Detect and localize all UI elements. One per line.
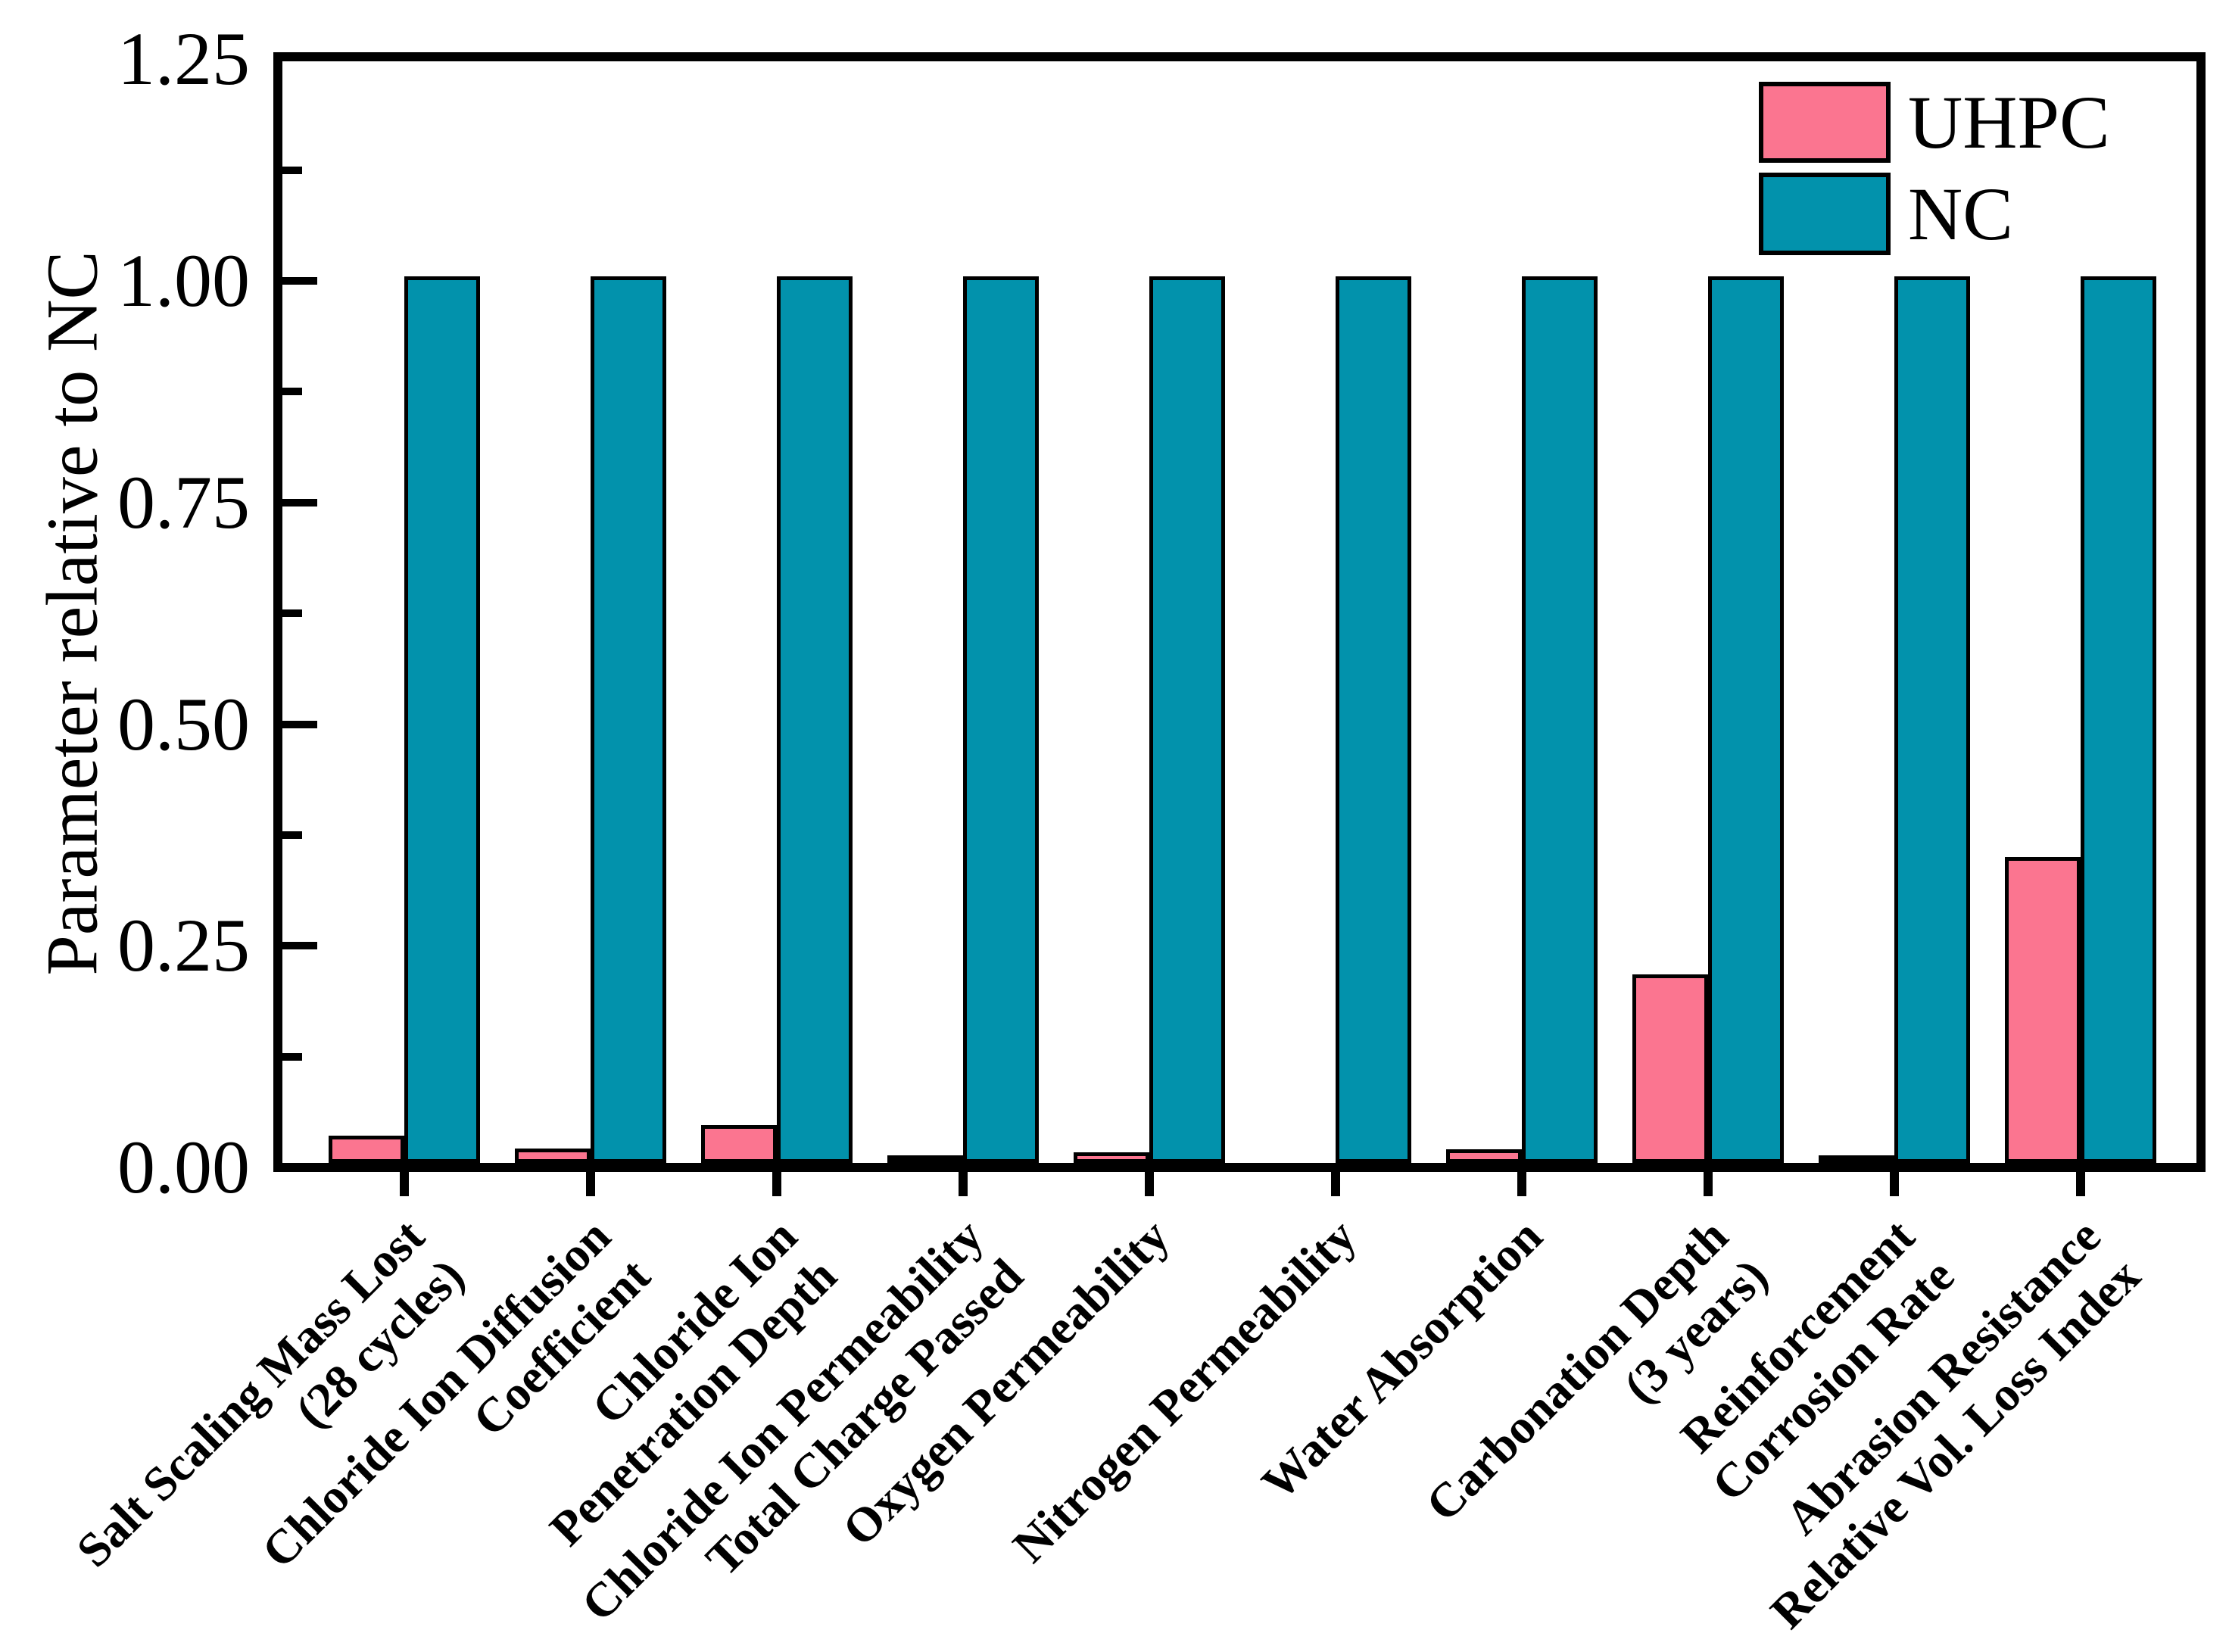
y-tick-label: 1.00 (117, 238, 250, 323)
legend-label-uhpc: UHPC (1908, 79, 2110, 164)
bar-nc-8 (1708, 276, 1784, 1163)
bar-uhpc-2 (515, 1149, 591, 1163)
x-tick (1890, 1172, 1899, 1196)
x-tick (1517, 1172, 1526, 1196)
x-tick (1145, 1172, 1154, 1196)
bar-uhpc-7 (1446, 1149, 1522, 1163)
legend-swatch-uhpc (1759, 82, 1891, 163)
y-major-tick (282, 720, 317, 728)
y-axis-title: Parameter relative to NC (31, 251, 113, 976)
y-major-tick (282, 498, 317, 507)
bar-uhpc-8 (1632, 974, 1708, 1163)
bar-nc-4 (963, 276, 1039, 1163)
x-tick (772, 1172, 781, 1196)
bar-nc-7 (1522, 276, 1598, 1163)
bar-nc-1 (404, 276, 480, 1163)
legend-swatch-nc (1759, 173, 1891, 255)
plot-inner (282, 61, 2196, 1163)
x-tick (1331, 1172, 1340, 1196)
y-major-tick (282, 277, 317, 285)
x-tick (2076, 1172, 2085, 1196)
y-tick-label: 0.50 (117, 681, 250, 766)
y-tick-label: 0.00 (117, 1125, 250, 1209)
x-tick (1704, 1172, 1713, 1196)
bar-uhpc-4 (887, 1155, 963, 1163)
bar-uhpc-1 (329, 1136, 404, 1163)
x-tick (959, 1172, 968, 1196)
bar-uhpc-5 (1074, 1152, 1149, 1163)
y-tick-label: 0.75 (117, 460, 250, 544)
bar-nc-10 (2081, 276, 2156, 1163)
x-tick (400, 1172, 409, 1196)
y-minor-tick (282, 166, 302, 174)
bar-uhpc-10 (2005, 857, 2081, 1163)
y-tick-label: 0.25 (117, 903, 250, 988)
bar-uhpc-9 (1819, 1155, 1894, 1163)
y-tick-label: 1.25 (117, 17, 250, 101)
legend-label-nc: NC (1908, 171, 2013, 256)
x-category-label: Nitrogen Permeability (1002, 1208, 1367, 1574)
bar-nc-5 (1149, 276, 1225, 1163)
x-tick (586, 1172, 595, 1196)
x-category-label-line: Nitrogen Permeability (1002, 1208, 1366, 1573)
y-minor-tick (282, 1052, 302, 1061)
y-minor-tick (282, 831, 302, 839)
bar-nc-6 (1336, 276, 1411, 1163)
y-minor-tick (282, 609, 302, 618)
y-minor-tick (282, 388, 302, 396)
bar-nc-9 (1894, 276, 1970, 1163)
bar-uhpc-3 (701, 1125, 777, 1163)
bar-nc-2 (591, 276, 666, 1163)
y-major-tick (282, 942, 317, 950)
bar-nc-3 (777, 276, 853, 1163)
